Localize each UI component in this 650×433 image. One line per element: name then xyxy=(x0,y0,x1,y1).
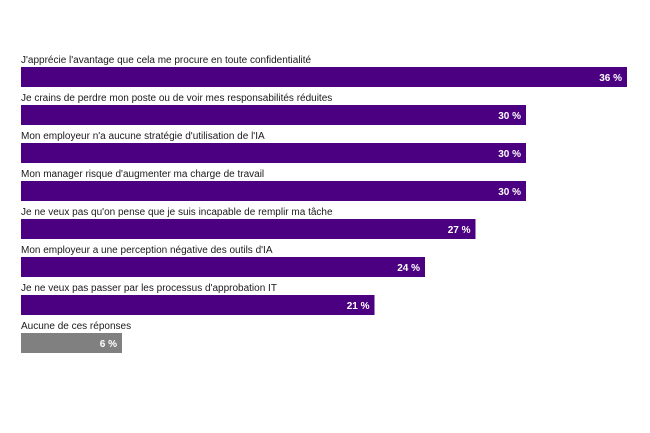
bar xyxy=(21,333,122,353)
bar-value-label: 6 % xyxy=(100,339,117,350)
bar-label: Je crains de perdre mon poste ou de voir… xyxy=(21,93,332,104)
bar xyxy=(21,105,526,125)
bar-value-label: 30 % xyxy=(498,111,521,122)
bar xyxy=(21,181,526,201)
bar-value-label: 30 % xyxy=(498,187,521,198)
bar-label: Je ne veux pas qu'on pense que je suis i… xyxy=(21,207,333,218)
bar-label: Mon manager risque d'augmenter ma charge… xyxy=(21,169,264,180)
bar-value-label: 27 % xyxy=(448,225,471,236)
bar-value-label: 36 % xyxy=(599,73,622,84)
bar xyxy=(21,295,375,315)
bar-label: Mon employeur n'a aucune stratégie d'uti… xyxy=(21,131,265,142)
bar-value-label: 30 % xyxy=(498,149,521,160)
bar xyxy=(21,143,526,163)
bar xyxy=(21,67,627,87)
bar-label: Aucune de ces réponses xyxy=(21,321,131,332)
bar-value-label: 24 % xyxy=(397,263,420,274)
bar xyxy=(21,257,425,277)
bar-label: J'apprécie l'avantage que cela me procur… xyxy=(21,55,312,66)
bars-group: J'apprécie l'avantage que cela me procur… xyxy=(21,55,627,353)
bar xyxy=(21,219,476,239)
bar-value-label: 21 % xyxy=(347,301,370,312)
bar-label: Mon employeur a une perception négative … xyxy=(21,245,273,256)
bar-label: Je ne veux pas passer par les processus … xyxy=(21,283,277,294)
